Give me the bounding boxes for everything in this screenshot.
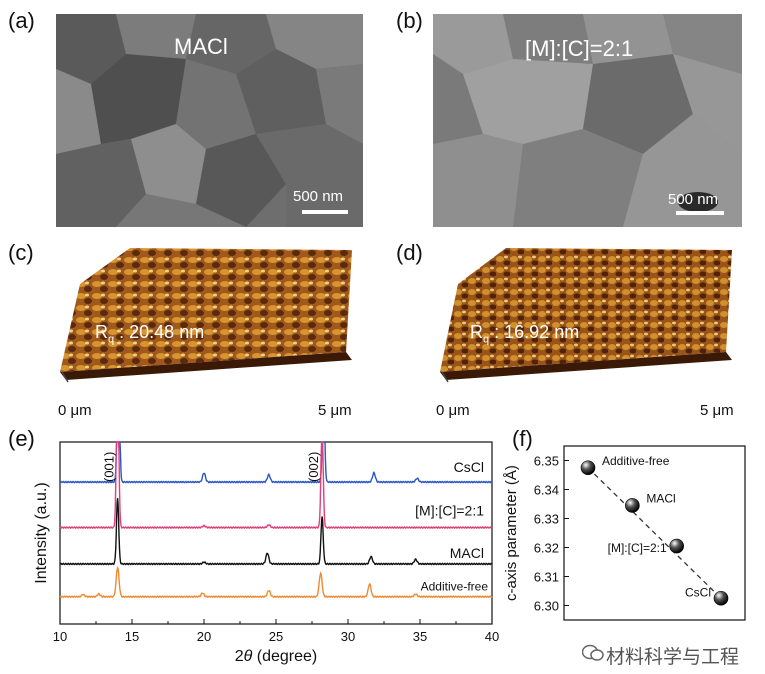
xrd-series-label: MACl (450, 545, 484, 561)
afm-surface-c (60, 248, 352, 383)
lattice-y-tick-label: 6.31 (534, 570, 559, 585)
sem-a-label: MACl (174, 34, 228, 59)
sem-a-scale-text: 500 nm (293, 188, 344, 205)
rq-symbol-c: R (95, 322, 108, 342)
xrd-x-tick-label: 15 (125, 629, 139, 644)
lattice-point (669, 538, 684, 554)
lattice-point (625, 498, 640, 513)
lattice-point (713, 590, 729, 606)
xrd-y-axis-label: Intensity (a.u.) (33, 482, 50, 583)
panel-b-letter: (b) (396, 8, 423, 33)
panel-c-letter: (c) (8, 240, 34, 265)
xrd-peak-label: (002) (306, 452, 321, 482)
lattice-y-tick-label: 6.32 (534, 541, 559, 556)
sem-image-maci (56, 14, 363, 227)
xrd-series-label: Additive-free (421, 580, 489, 594)
xrd-series-label: [M]:[C]=2:1 (415, 503, 484, 519)
sem-image-ratio (433, 14, 742, 227)
xrd-x-tick-label: 20 (197, 629, 211, 644)
panel-e-letter: (e) (8, 426, 35, 451)
lattice-y-tick-label: 6.35 (534, 454, 559, 469)
lattice-trendline (587, 467, 722, 599)
afm-c-roughness: Rq : 20.48 nm (95, 322, 204, 346)
lattice-y-tick-label: 6.34 (534, 483, 559, 498)
lattice-point-label: Additive-free (602, 454, 670, 468)
xrd-peak-label: (001) (102, 452, 117, 482)
rq-value-c: : 20.48 nm (119, 322, 205, 342)
lattice-plot-frame (563, 445, 746, 621)
xrd-x-axis-label: 2θ (degree) (235, 648, 318, 665)
xrd-x-tick-label: 40 (485, 629, 499, 644)
afm-c-axis-end: 5 μm (318, 402, 352, 419)
lattice-point-label: MACl (646, 491, 675, 505)
afm-surface-d (440, 248, 732, 383)
watermark-text: 材料科学与工程 (606, 647, 740, 668)
afm-d-roughness: Rq : 16.92 nm (470, 322, 579, 346)
afm-d-axis-end: 5 μm (700, 402, 734, 419)
rq-value-d: : 16.92 nm (494, 322, 580, 342)
xrd-chart: 10 15 20 25 30 35 40 2θ (degree) Intensity (a.u.… (33, 441, 499, 665)
lattice-y-tick-label: 6.30 (534, 599, 559, 614)
lattice-y-tick-label: 6.33 (534, 512, 559, 527)
lattice-y-axis-label: c-axis parameter (Å) (503, 465, 520, 601)
panel-d-letter: (d) (396, 240, 423, 265)
wechat-icon (582, 644, 604, 661)
sem-a-scale-bar (302, 210, 348, 214)
rq-sub-c: q (108, 333, 115, 346)
lattice-chart: 6.30 6.31 6.32 6.33 6.34 6.35 c-axis parameter… (503, 445, 746, 621)
xrd-series-1 (59, 441, 493, 530)
lattice-point (580, 460, 596, 476)
lattice-point-label: CsCl (685, 585, 711, 599)
panel-a-letter: (a) (8, 8, 35, 33)
rq-symbol-d: R (470, 322, 483, 342)
lattice-point-label: [M]:[C]=2:1 (608, 541, 667, 555)
xrd-series-label: CsCl (454, 459, 484, 475)
xrd-series-0 (59, 441, 493, 484)
xrd-x-tick-label: 30 (341, 629, 355, 644)
sem-b-label: [M]:[C]=2:1 (525, 36, 634, 61)
afm-d-axis-start: 0 μm (436, 402, 470, 419)
xrd-series-3 (59, 565, 493, 599)
xrd-series-2 (59, 498, 493, 566)
xrd-x-tick-label: 10 (53, 629, 67, 644)
sem-grain-texture-b (433, 14, 742, 227)
sem-b-scale-text: 500 nm (668, 191, 719, 208)
sem-grain-texture (56, 14, 363, 227)
afm-c-axis-start: 0 μm (58, 402, 92, 419)
sem-b-scale-bar (676, 211, 724, 215)
xrd-x-tick-label: 35 (413, 629, 427, 644)
panel-f-letter: (f) (512, 426, 533, 451)
rq-sub-d: q (483, 333, 490, 346)
xrd-x-tick-label: 25 (269, 629, 283, 644)
